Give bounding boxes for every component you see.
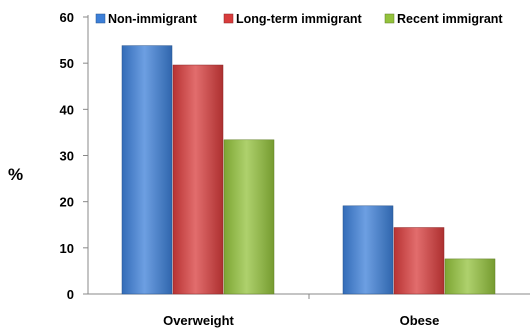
bar-non-immigrant-obese xyxy=(342,205,394,295)
legend: Non-immigrant Long-term immigrant Recent i… xyxy=(95,12,503,26)
legend-swatch xyxy=(95,13,106,24)
y-tick-label: 0 xyxy=(67,287,74,302)
y-tick-label: 10 xyxy=(60,241,74,256)
legend-swatch xyxy=(223,13,234,24)
y-axis-title: % xyxy=(8,165,23,184)
x-category-label: Overweight xyxy=(163,313,234,328)
bar-recent-immigrant-overweight xyxy=(223,139,275,295)
x-category-label: Obese xyxy=(400,313,440,328)
y-tick-label: 30 xyxy=(60,149,74,164)
plot-area: 0 10 20 30 40 50 60 Overweight Obese xyxy=(60,10,530,328)
legend-label: Recent immigrant xyxy=(397,12,503,26)
y-tick-label: 40 xyxy=(60,102,74,117)
bar-recent-immigrant-obese xyxy=(444,258,496,295)
y-tick-label: 60 xyxy=(60,10,74,25)
y-tick-label: 50 xyxy=(60,56,74,71)
bar-long-term-immigrant-overweight xyxy=(172,64,224,295)
y-tick-label: 20 xyxy=(60,195,74,210)
legend-label: Non-immigrant xyxy=(108,12,198,26)
bar-non-immigrant-overweight xyxy=(121,45,173,295)
legend-label: Long-term immigrant xyxy=(236,12,363,26)
legend-swatch xyxy=(384,13,395,24)
bar-long-term-immigrant-obese xyxy=(393,227,445,295)
